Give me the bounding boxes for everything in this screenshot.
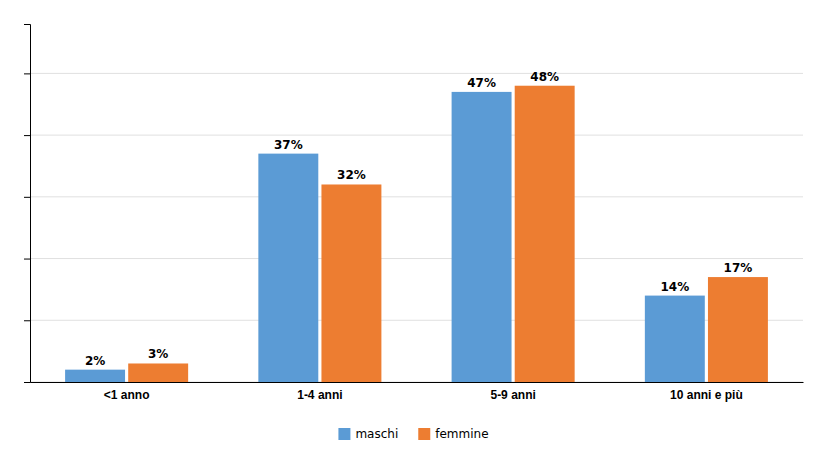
y-axis-line <box>24 25 31 383</box>
legend: maschi femmine <box>338 427 488 441</box>
x-tick: 1-4 anni <box>297 388 342 402</box>
x-tick-label: <1 anno <box>104 388 150 402</box>
bar <box>321 184 381 382</box>
data-labels: 2% 37% 47% 14% 3% 32% 48% 17% <box>85 70 752 368</box>
bar <box>708 277 768 382</box>
data-label: 14% <box>660 280 689 294</box>
grid-line <box>30 258 803 259</box>
legend-label: femmine <box>435 427 488 441</box>
legend-item: femmine <box>418 427 488 441</box>
bar <box>515 86 575 382</box>
x-tick-label: 10 anni e più <box>670 388 743 402</box>
x-axis-line <box>31 382 804 383</box>
y-tick-mark <box>24 382 30 383</box>
data-label: 32% <box>337 168 366 182</box>
bar <box>128 363 188 382</box>
bar <box>65 370 125 382</box>
y-tick-mark <box>24 197 30 198</box>
bar <box>258 154 318 382</box>
plot: <1 anno 1-4 anni 5-9 anni 10 anni e più 2% 37… <box>24 25 804 402</box>
data-label: 47% <box>467 76 496 90</box>
legend-swatch <box>418 428 430 440</box>
y-tick-mark <box>24 259 30 260</box>
data-label: 48% <box>530 70 559 84</box>
grid-line <box>30 73 803 74</box>
bar <box>645 296 705 382</box>
legend-item: maschi <box>338 427 398 441</box>
data-label: 37% <box>274 138 303 152</box>
data-label: 3% <box>148 347 168 361</box>
x-tick: 5-9 anni <box>490 388 535 402</box>
y-tick-mark <box>24 73 30 74</box>
grid-line <box>30 196 803 197</box>
y-tick <box>24 73 30 74</box>
x-tick: 10 anni e più <box>670 388 743 402</box>
y-tick-mark <box>24 320 30 321</box>
y-tick <box>24 382 30 383</box>
bars <box>65 86 768 382</box>
x-axis: <1 anno 1-4 anni 5-9 anni 10 anni e più <box>31 383 804 402</box>
y-axis <box>24 25 31 383</box>
y-tick-mark <box>24 135 30 136</box>
y-tick <box>24 320 30 321</box>
y-tick <box>24 259 30 260</box>
x-tick-label: 5-9 anni <box>490 388 535 402</box>
data-label: 2% <box>85 354 105 368</box>
data-label: 17% <box>724 261 753 275</box>
legend-label: maschi <box>355 427 398 441</box>
grid <box>30 73 803 382</box>
x-tick: <1 anno <box>104 388 150 402</box>
y-tick <box>24 197 30 198</box>
legend-swatch <box>338 428 350 440</box>
bar <box>452 92 512 382</box>
x-tick-label: 1-4 anni <box>297 388 342 402</box>
grid-line <box>30 135 803 136</box>
chart: <1 anno 1-4 anni 5-9 anni 10 anni e più 2% 37… <box>0 0 827 462</box>
y-tick <box>24 135 30 136</box>
